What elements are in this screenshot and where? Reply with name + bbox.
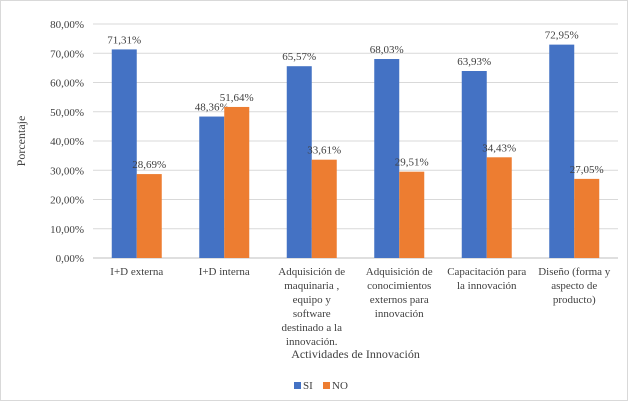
bar-no bbox=[486, 157, 512, 258]
data-label: 28,69% bbox=[132, 159, 166, 171]
y-tick-label: 30,00% bbox=[50, 165, 84, 177]
data-label: 33,61% bbox=[307, 145, 341, 157]
category-label: innovación. bbox=[286, 336, 338, 348]
category-label: maquinaria , bbox=[284, 280, 339, 292]
data-label: 63,93% bbox=[457, 56, 491, 68]
data-label: 48,36% bbox=[195, 102, 229, 114]
category-label: conocimientos bbox=[367, 280, 431, 292]
category-label: la innovación bbox=[457, 280, 517, 292]
bar-si bbox=[111, 49, 137, 259]
y-tick-label: 0,00% bbox=[56, 253, 84, 265]
y-tick-label: 60,00% bbox=[50, 78, 84, 90]
legend-swatch-si bbox=[294, 382, 301, 389]
x-axis-title: Actividades de Innovación bbox=[291, 347, 420, 361]
category-label: producto) bbox=[553, 294, 596, 306]
data-label: 29,51% bbox=[395, 157, 429, 169]
y-tick-label: 50,00% bbox=[50, 107, 84, 119]
bar-no bbox=[399, 171, 425, 258]
bar-si bbox=[199, 116, 225, 258]
bar-no bbox=[311, 159, 337, 258]
data-label: 65,57% bbox=[282, 51, 316, 63]
bar-si bbox=[286, 66, 312, 258]
data-label: 71,31% bbox=[107, 34, 141, 46]
bar-no bbox=[574, 178, 600, 258]
data-label: 72,95% bbox=[545, 30, 579, 42]
legend-swatch-no bbox=[323, 382, 330, 389]
category-label: Adquisición de bbox=[278, 266, 345, 278]
y-tick-label: 70,00% bbox=[50, 48, 84, 60]
category-label: innovación bbox=[375, 308, 424, 320]
y-tick-label: 40,00% bbox=[50, 136, 84, 148]
category-label: Capacitación para bbox=[447, 266, 526, 278]
bar-si bbox=[374, 59, 400, 258]
bar-no bbox=[224, 106, 250, 258]
legend-label-si: SI bbox=[303, 380, 313, 392]
y-tick-label: 10,00% bbox=[50, 224, 84, 236]
category-label: software bbox=[293, 308, 331, 320]
category-label: destinado a la bbox=[282, 322, 343, 334]
category-label: Adquisición de bbox=[366, 266, 433, 278]
data-label: 68,03% bbox=[370, 44, 404, 56]
y-tick-label: 20,00% bbox=[50, 195, 84, 207]
category-label: externos para bbox=[370, 294, 429, 306]
category-label: equipo y bbox=[293, 294, 332, 306]
bar-no bbox=[136, 174, 162, 258]
y-axis-title: Porcentaje bbox=[14, 116, 28, 167]
data-label: 51,64% bbox=[220, 92, 254, 104]
category-label: aspecto de bbox=[551, 280, 597, 292]
data-label: 27,05% bbox=[570, 164, 604, 176]
y-tick-label: 80,00% bbox=[50, 19, 84, 31]
category-label: I+D externa bbox=[110, 266, 163, 278]
legend-label-no: NO bbox=[332, 380, 348, 392]
data-label: 34,43% bbox=[482, 142, 516, 154]
category-label: I+D interna bbox=[199, 266, 250, 278]
category-label: Diseño (forma y bbox=[538, 266, 611, 278]
bar-si bbox=[549, 44, 575, 259]
bar-si bbox=[461, 71, 487, 258]
